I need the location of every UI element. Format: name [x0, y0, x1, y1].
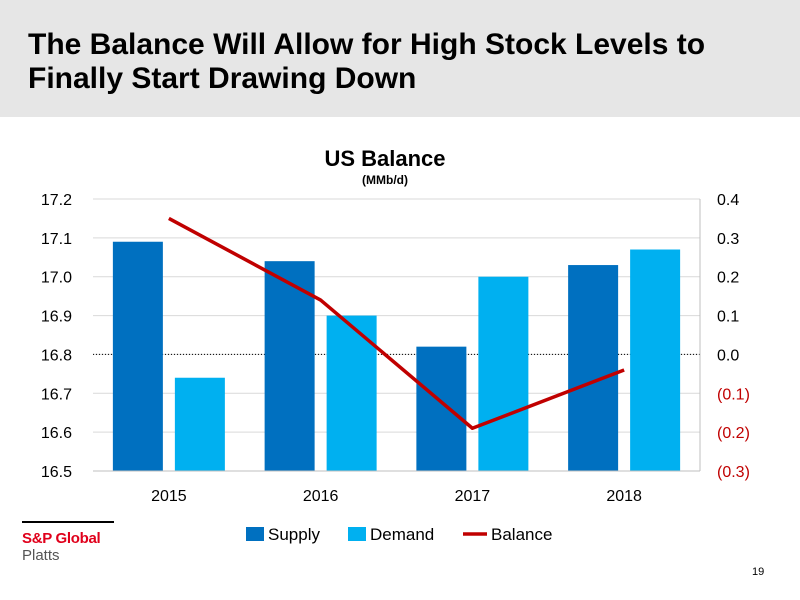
x-axis-tick-label: 2018 — [606, 488, 642, 505]
sp-global-platts-logo: S&P Global Platts — [22, 521, 122, 565]
slide-header: The Balance Will Allow for High Stock Le… — [0, 0, 800, 117]
right-axis-tick-label: 0.3 — [717, 231, 739, 248]
x-axis-tick-label: 2015 — [151, 488, 187, 505]
left-axis-tick-label: 16.9 — [41, 309, 72, 326]
chart-legend: Supply Demand Balance — [246, 525, 552, 544]
legend-demand-label: Demand — [370, 525, 434, 544]
left-axis-tick-label: 16.6 — [41, 425, 72, 442]
demand-bar — [174, 377, 225, 471]
supply-bar — [416, 346, 467, 471]
left-axis-tick-label: 17.2 — [41, 192, 72, 209]
legend-supply-swatch — [246, 527, 264, 541]
logo-name: S&P Global — [22, 530, 101, 547]
balance-line — [168, 216, 625, 431]
chart-subtitle: (MMb/d) — [362, 173, 408, 187]
slide-title-line-2: Finally Start Drawing Down — [28, 62, 417, 95]
right-axis-tick-label: 0.4 — [717, 192, 739, 209]
right-axis-tick-label: 0.1 — [717, 309, 739, 326]
right-axis-tick-label: (0.3) — [717, 464, 750, 481]
right-axis-tick-label: 0.2 — [717, 270, 739, 287]
x-axis-tick-label: 2016 — [303, 488, 339, 505]
bar-series — [112, 241, 681, 471]
slide-title: The Balance Will Allow for High Stock Le… — [28, 28, 788, 96]
slide-title-line-1: The Balance Will Allow for High Stock Le… — [28, 28, 706, 61]
page-number: 19 — [752, 566, 765, 578]
supply-bar — [568, 265, 619, 471]
chart-title: US Balance — [324, 146, 445, 171]
left-axis-tick-label: 17.0 — [41, 270, 72, 287]
supply-bar — [264, 261, 315, 471]
left-axis-tick-label: 17.1 — [41, 231, 72, 248]
left-axis-tick-label: 16.5 — [41, 464, 72, 481]
legend-supply-label: Supply — [268, 525, 320, 544]
demand-bar — [630, 249, 681, 471]
legend-balance-label: Balance — [491, 525, 552, 544]
demand-bar — [478, 276, 529, 471]
right-axis-tick-label: 0.0 — [717, 347, 739, 364]
x-axis-tick-label: 2017 — [455, 488, 491, 505]
left-axis-tick-label: 16.8 — [41, 347, 72, 364]
supply-bar — [112, 241, 163, 471]
balance-line-series — [168, 216, 625, 431]
legend-demand-swatch — [348, 527, 366, 541]
logo-rule — [22, 521, 114, 523]
left-axis-tick-label: 16.7 — [41, 386, 72, 403]
axes: 16.5 16.6 16.7 16.8 16.9 17.0 17.1 17.2 (0.3) (0.… — [41, 192, 750, 505]
right-axis-tick-label: (0.2) — [717, 425, 750, 442]
right-axis-tick-label: (0.1) — [717, 386, 750, 403]
logo-sub: Platts — [22, 547, 60, 564]
